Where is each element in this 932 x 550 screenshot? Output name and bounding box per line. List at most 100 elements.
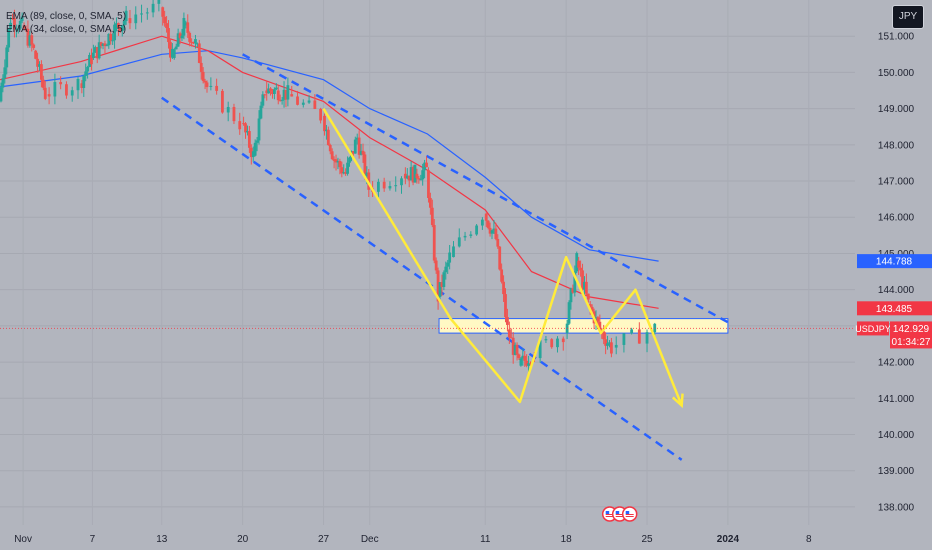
projection-path	[322, 107, 684, 409]
candle-body	[184, 22, 188, 26]
x-tick-label: 8	[806, 534, 812, 545]
candle-body	[247, 131, 251, 148]
candle-body	[325, 129, 328, 132]
candle-body	[163, 16, 167, 24]
y-tick-label: 150.000	[878, 68, 915, 79]
candle-body	[86, 66, 90, 72]
candle-body	[253, 142, 257, 156]
candle-body	[351, 151, 355, 154]
channel-lines	[161, 53, 729, 461]
candle-body	[323, 115, 326, 132]
candle-body	[76, 78, 80, 91]
indicator-legend: EMA (89, close, 0, SMA, 5) EMA (34, clos…	[6, 10, 126, 36]
candle-body	[13, 18, 16, 29]
candle-body	[263, 94, 267, 96]
candle-body	[5, 47, 9, 68]
ema-slow-legend[interactable]: EMA (89, close, 0, SMA, 5)	[6, 11, 127, 22]
candle-body	[9, 22, 12, 30]
candle-body	[88, 54, 91, 67]
candle-body	[273, 89, 276, 94]
candle-body	[581, 270, 584, 290]
candle-body	[271, 91, 274, 94]
projection-arrowhead	[671, 393, 684, 409]
candle-body	[498, 246, 502, 270]
candle-body	[490, 230, 494, 234]
candle-body	[43, 87, 47, 99]
candle-body	[448, 252, 452, 263]
candle-body	[363, 154, 367, 177]
time-axis[interactable]: Nov 7 13 20 27 Dec 11 18 25 2024 8	[14, 534, 812, 545]
y-tick-label: 138.000	[878, 502, 915, 513]
candle-body	[201, 71, 205, 81]
candle-body	[261, 94, 265, 106]
candle-body	[407, 175, 411, 181]
candle-body	[344, 172, 348, 174]
x-tick-label: Dec	[361, 534, 379, 545]
candle-body	[604, 339, 608, 346]
candle-body	[90, 54, 93, 65]
candle-body	[203, 80, 207, 83]
candle-body	[519, 358, 523, 366]
ema-fast-legend[interactable]: EMA (34, close, 0, SMA, 5)	[6, 24, 127, 35]
candle-body	[413, 164, 417, 183]
candle-body	[169, 42, 172, 58]
candle-body	[103, 43, 107, 46]
candle-body	[428, 197, 432, 208]
candle-body	[340, 167, 344, 174]
candle-body	[382, 181, 386, 189]
economic-events[interactable]	[601, 506, 638, 522]
candle-body	[488, 227, 492, 234]
y-tick-label: 144.000	[878, 285, 915, 296]
candle-body	[259, 105, 263, 119]
candle-body	[606, 343, 609, 346]
candle-body	[346, 162, 349, 174]
candle-body	[107, 33, 111, 46]
flag-canton	[605, 511, 610, 514]
candle-body	[91, 52, 95, 58]
candle-body	[579, 267, 582, 271]
price-axis[interactable]: 151.000 150.000 149.000 148.000 147.000 146.0…	[878, 32, 915, 514]
candle-body	[30, 35, 34, 45]
candle-body	[205, 82, 209, 88]
candle-body	[282, 89, 286, 100]
y-tick-label: 139.000	[878, 466, 915, 477]
candle-body	[244, 123, 247, 133]
candle-body	[276, 90, 280, 101]
candle-body	[70, 90, 74, 96]
candle-body	[509, 337, 513, 339]
candle-body	[361, 150, 365, 155]
candle-body	[286, 85, 290, 100]
candle-body	[178, 33, 182, 39]
x-tick-label: 13	[156, 534, 168, 545]
candle-body	[249, 147, 253, 158]
candle-body	[567, 302, 571, 324]
candle-body	[421, 170, 425, 180]
candle-body	[38, 64, 41, 67]
candle-body	[630, 329, 634, 334]
candle-body	[411, 167, 415, 183]
candle-body	[16, 28, 20, 30]
candle-body	[515, 344, 519, 355]
support-zone-box	[438, 318, 729, 334]
candle-body	[608, 342, 611, 344]
candle-body	[251, 151, 255, 158]
ema-fast-line	[0, 35, 659, 309]
candle-body	[145, 12, 149, 14]
candle-body	[95, 47, 99, 59]
candle-body	[265, 90, 269, 94]
y-tick-label: 149.000	[878, 104, 915, 115]
candle-body	[513, 344, 517, 355]
candle-body	[586, 293, 590, 300]
candle-body	[334, 159, 338, 163]
candle-body	[117, 23, 120, 28]
candle-body	[438, 282, 442, 297]
candle-body	[111, 40, 115, 42]
candle-body	[575, 253, 579, 272]
currency-button[interactable]: JPY	[892, 5, 924, 29]
x-tick-label: 20	[237, 534, 249, 545]
candle-body	[192, 41, 195, 44]
candle-body	[238, 121, 242, 130]
candle-body	[3, 67, 7, 79]
